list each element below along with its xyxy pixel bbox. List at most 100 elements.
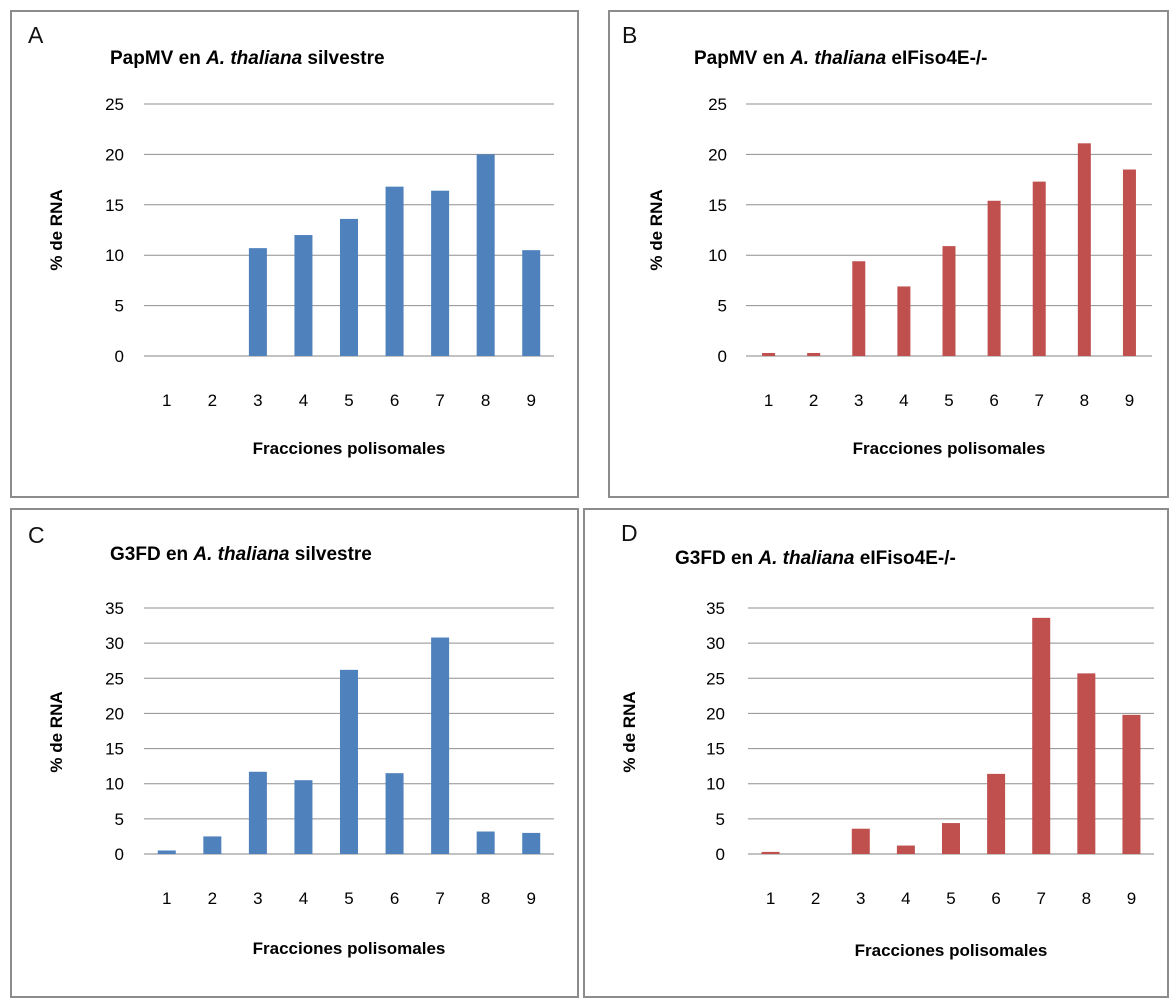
chart-title-part: G3FD en xyxy=(110,544,193,565)
y-axis-label: % de RNA xyxy=(620,691,639,772)
chart-title-part: G3FD en xyxy=(675,548,758,569)
x-tick-label: 6 xyxy=(390,889,399,908)
chart-title-part: eIFiso4E-/- xyxy=(854,548,955,569)
y-tick-label: 15 xyxy=(706,740,725,759)
x-tick-label: 9 xyxy=(526,391,535,410)
x-tick-label: 4 xyxy=(299,889,308,908)
bar xyxy=(340,218,358,356)
x-tick-label: 3 xyxy=(856,889,865,908)
x-tick-label: 6 xyxy=(991,889,1000,908)
bar xyxy=(385,773,404,854)
y-tick-label: 25 xyxy=(105,669,124,688)
bar xyxy=(476,154,495,356)
bar xyxy=(157,850,176,854)
chart-title: G3FD en A. thaliana eIFiso4E-/- xyxy=(675,548,956,569)
y-tick-label: 35 xyxy=(706,599,725,618)
bar xyxy=(897,286,911,356)
bar xyxy=(1077,143,1091,356)
chart-d-svg: G3FD en A. thaliana eIFiso4E-/-051015202… xyxy=(620,548,1154,960)
chart-panel-c: C G3FD en A. thaliana silvestre 0 5 10 15 20 2… xyxy=(10,508,579,998)
bar xyxy=(987,200,1001,356)
bar xyxy=(294,235,313,356)
y-tick-label: 0 xyxy=(718,347,727,366)
y-tick-label: 30 xyxy=(706,634,725,653)
x-tick-label: 9 xyxy=(526,889,535,908)
x-tick-label: 8 xyxy=(481,889,490,908)
bar xyxy=(1077,673,1096,854)
x-tick-label: 8 xyxy=(1082,889,1091,908)
y-tick-label: 20 xyxy=(706,704,725,723)
bar xyxy=(762,352,776,356)
x-tick-label: 3 xyxy=(854,391,863,410)
y-tick-label: 20 xyxy=(105,704,124,723)
x-tick-label: 2 xyxy=(811,889,820,908)
chart-panel-a: A PapMV en A. thaliana silvestre 0 5 10 15 20… xyxy=(10,10,579,498)
bar xyxy=(248,248,267,356)
chart-a-svg: PapMV en A. thaliana silvestre0510152025… xyxy=(47,48,554,458)
x-tick-label: 3 xyxy=(253,391,262,410)
bar xyxy=(340,669,358,854)
y-tick-label: 25 xyxy=(708,95,727,114)
chart-title: PapMV en A. thaliana eIFiso4E-/- xyxy=(694,48,988,69)
chart-title-part: A. thaliana xyxy=(205,48,303,69)
chart-title-part: silvestre xyxy=(289,544,371,565)
x-axis-label: Fracciones polisomales xyxy=(855,941,1048,960)
bar xyxy=(852,261,866,356)
x-tick-label: 6 xyxy=(989,391,998,410)
bar xyxy=(1122,714,1141,854)
x-axis-label: Fracciones polisomales xyxy=(853,439,1046,458)
y-axis-label: % de RNA xyxy=(47,691,66,772)
bar xyxy=(942,823,960,854)
chart-c-svg: G3FD en A. thaliana silvestre05101520253… xyxy=(47,544,554,958)
bar xyxy=(942,246,956,356)
chart-title-part: silvestre xyxy=(302,48,384,69)
y-axis-label: % de RNA xyxy=(47,189,66,270)
y-tick-label: 10 xyxy=(706,775,725,794)
bar xyxy=(522,832,541,854)
chart-title-part: A. thaliana xyxy=(789,48,887,69)
bar xyxy=(203,836,222,854)
x-tick-label: 3 xyxy=(253,889,262,908)
y-tick-label: 25 xyxy=(706,669,725,688)
x-tick-label: 8 xyxy=(481,391,490,410)
bar xyxy=(431,637,450,854)
x-tick-label: 1 xyxy=(764,391,773,410)
bar xyxy=(1122,169,1136,356)
x-tick-label: 5 xyxy=(944,391,953,410)
chart-title: PapMV en A. thaliana silvestre xyxy=(110,48,385,69)
x-tick-label: 4 xyxy=(901,889,910,908)
bar xyxy=(294,780,313,854)
y-tick-label: 15 xyxy=(708,196,727,215)
panel-label: A xyxy=(28,22,44,48)
x-tick-label: 5 xyxy=(344,889,353,908)
x-tick-label: 7 xyxy=(1034,391,1043,410)
chart-panel-b: B PapMV en A. thaliana eIFiso4E-/- 0 5 10 15… xyxy=(608,10,1169,498)
y-tick-label: 15 xyxy=(105,740,124,759)
panel-label: D xyxy=(621,520,638,546)
x-axis-label: Fracciones polisomales xyxy=(253,439,446,458)
chart-title: G3FD en A. thaliana silvestre xyxy=(110,544,372,565)
bar xyxy=(761,851,780,854)
y-tick-label: 5 xyxy=(716,810,725,829)
chart-panel-d: D G3FD en A. thaliana eIFiso4E-/- 0 5 10 15 2… xyxy=(583,508,1169,998)
bar xyxy=(987,773,1006,854)
y-tick-label: 25 xyxy=(105,95,124,114)
x-tick-label: 6 xyxy=(390,391,399,410)
bar xyxy=(1032,617,1051,854)
y-tick-label: 20 xyxy=(708,145,727,164)
bar xyxy=(476,831,495,854)
x-tick-label: 7 xyxy=(435,391,444,410)
x-tick-label: 9 xyxy=(1127,889,1136,908)
x-tick-label: 9 xyxy=(1125,391,1134,410)
x-tick-label: 7 xyxy=(435,889,444,908)
y-tick-label: 15 xyxy=(105,196,124,215)
y-tick-label: 20 xyxy=(105,145,124,164)
x-tick-label: 8 xyxy=(1080,391,1089,410)
bar xyxy=(385,186,404,356)
x-tick-label: 1 xyxy=(162,889,171,908)
bar xyxy=(896,845,915,854)
x-axis-label: Fracciones polisomales xyxy=(253,939,446,958)
y-tick-label: 10 xyxy=(708,246,727,265)
bar xyxy=(851,828,870,854)
y-tick-label: 0 xyxy=(115,347,124,366)
